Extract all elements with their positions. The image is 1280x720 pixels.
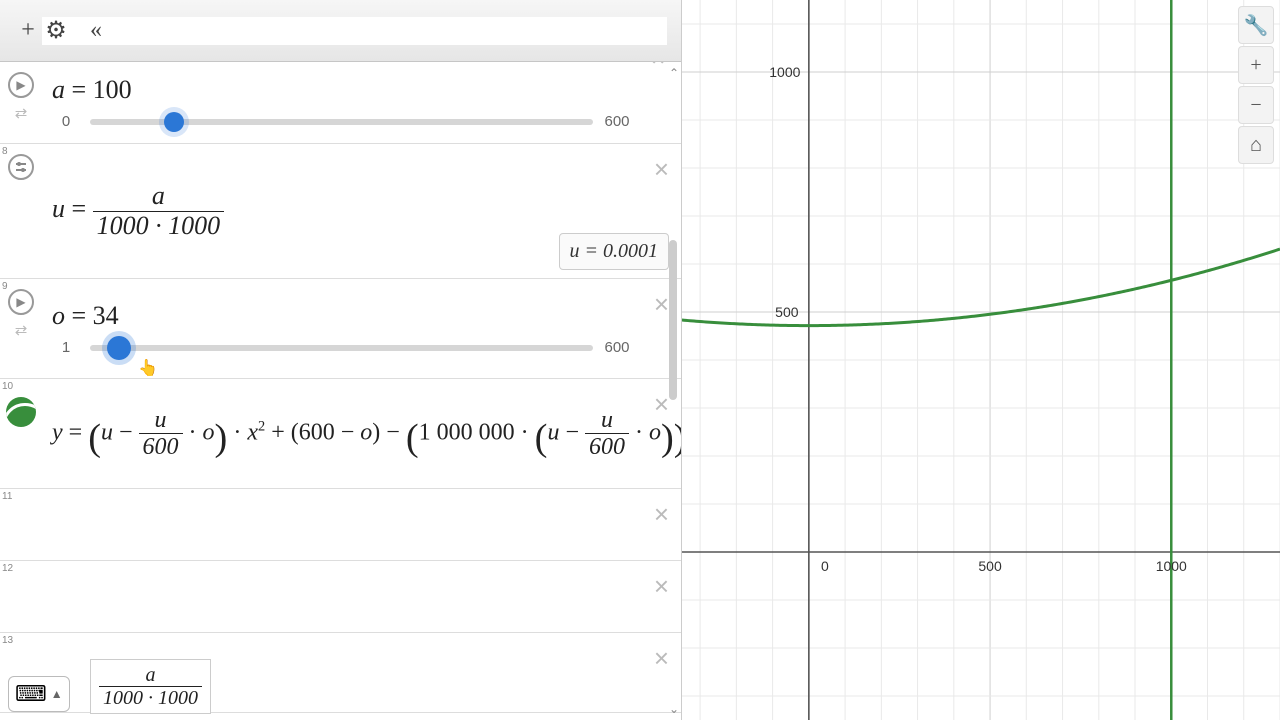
axis-label: 1000 (1156, 558, 1187, 574)
axis-label: 1000 (769, 64, 800, 80)
expression-row-8[interactable]: 8 u = a1000 · 1000 × u = 0.0001 (0, 144, 681, 279)
curve-color-badge[interactable] (6, 397, 36, 427)
slider-a[interactable]: 0 600 (52, 113, 631, 130)
slider-thumb[interactable] (107, 336, 131, 360)
scrollbar[interactable] (669, 240, 677, 400)
add-expression-button[interactable]: + (14, 17, 42, 45)
axis-label: 0 (821, 558, 829, 574)
delete-row-button[interactable]: × (654, 289, 669, 320)
slider-min: 1 (52, 339, 80, 356)
expression-row-9[interactable]: 9 ▶ ⇄ o = 34 1 600 (0, 279, 681, 379)
expression-text[interactable]: a = 100 (52, 75, 631, 105)
slider-max: 600 (603, 113, 631, 130)
slider-thumb[interactable] (164, 112, 184, 132)
play-slider-button[interactable]: ▶ (8, 72, 34, 98)
delete-row-button[interactable]: × (654, 154, 669, 185)
expression-list: ▶ ⇄ a = 100 0 600 ⌃ (0, 62, 681, 720)
graph-svg (682, 0, 1280, 720)
wrench-icon: 🔧 (1244, 13, 1269, 38)
expression-row-7[interactable]: ▶ ⇄ a = 100 0 600 ⌃ (0, 62, 681, 144)
delete-row-button[interactable]: × (654, 643, 669, 674)
delete-row-button[interactable]: × (654, 389, 669, 420)
zoom-home-button[interactable]: ⌂ (1238, 126, 1274, 164)
expression-row-10[interactable]: 10 y = (u − u600 · o) · x2 + (600 − o) −… (0, 379, 681, 489)
slider-min: 0 (52, 113, 80, 130)
computed-output: u = 0.0001 (559, 233, 670, 270)
gear-icon: ⚙ (45, 16, 67, 45)
row-index: 12 (2, 563, 13, 574)
slider-track[interactable] (90, 119, 593, 125)
row-icon-button[interactable] (8, 154, 34, 180)
settings-button[interactable]: ⚙ (42, 17, 70, 45)
scroll-down-button[interactable]: ⌄ (669, 702, 679, 716)
loop-icon: ⇄ (15, 321, 28, 340)
sliders-icon (14, 160, 28, 174)
graph-viewport[interactable]: 0 500 1000 500 1000 🔧 + − ⌂ (682, 0, 1280, 720)
row-index: 13 (2, 635, 13, 646)
keyboard-icon: ⌨ (15, 681, 47, 707)
graph-settings-button[interactable]: 🔧 (1238, 6, 1274, 44)
expression-text[interactable]: u = a1000 · 1000 (52, 182, 631, 240)
collapse-row-icon[interactable]: ⌃ (647, 62, 669, 83)
zoom-out-button[interactable]: − (1238, 86, 1274, 124)
axis-label: 500 (775, 304, 798, 320)
row-index: 11 (2, 491, 12, 502)
loop-icon: ⇄ (15, 104, 28, 123)
expression-toolbar: + ↶ ↷ ⚙ « (0, 0, 681, 62)
mini-expression-preview: a1000 · 1000 (90, 659, 211, 714)
delete-row-button[interactable]: × (654, 571, 669, 602)
slider-max: 600 (603, 339, 631, 356)
expression-text[interactable]: o = 34 (52, 301, 631, 331)
row-index: 9 (2, 281, 8, 292)
expression-row-11[interactable]: 11 × (0, 489, 681, 561)
home-icon: ⌂ (1250, 134, 1262, 157)
axis-label: 500 (978, 558, 1001, 574)
scroll-up-button[interactable]: ⌃ (669, 66, 679, 80)
slider-o[interactable]: 1 600 (52, 339, 631, 356)
expression-text[interactable]: y = (u − u600 · o) · x2 + (600 − o) − (1… (52, 407, 681, 461)
slider-track[interactable] (90, 345, 593, 351)
delete-row-button[interactable]: × (654, 499, 669, 530)
expression-row-12[interactable]: 12 × (0, 561, 681, 633)
row-index: 8 (2, 146, 8, 157)
collapse-panel-button[interactable]: « (82, 17, 110, 45)
play-slider-button[interactable]: ▶ (8, 289, 34, 315)
keyboard-toggle-button[interactable]: ⌨ ▲ (8, 676, 70, 712)
row-index: 10 (2, 381, 13, 392)
chevron-up-icon: ▲ (51, 687, 63, 702)
zoom-in-button[interactable]: + (1238, 46, 1274, 84)
